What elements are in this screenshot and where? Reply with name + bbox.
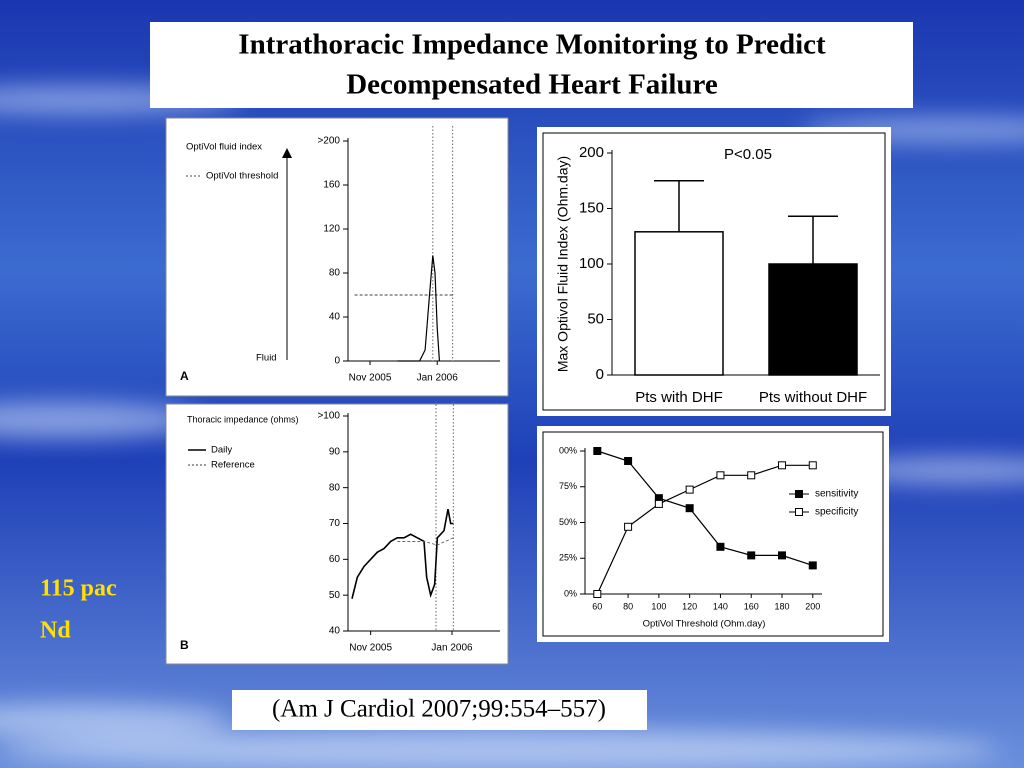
side-text: 115 pac <box>40 576 117 602</box>
citation: (Am J Cardiol 2007;99:554–557) <box>272 696 606 723</box>
label: OptiVol fluid index <box>186 142 262 153</box>
panel <box>165 403 509 665</box>
y-tick-label: 90 <box>329 446 341 457</box>
series-line <box>397 255 441 362</box>
point <box>654 499 663 508</box>
x-tick-label: 140 <box>713 601 728 611</box>
title-box <box>150 22 913 108</box>
point <box>685 504 694 513</box>
y-tick-label: 60 <box>329 554 341 565</box>
point <box>777 551 786 560</box>
point <box>808 461 817 470</box>
x-tick-label: 160 <box>744 601 759 611</box>
y-tick-label: 40 <box>329 626 341 637</box>
y-tick-label: 160 <box>323 180 340 191</box>
label: P<0.05 <box>724 146 772 163</box>
y-tick-label: 40 <box>329 312 341 323</box>
y-tick-label: 120 <box>323 224 340 235</box>
y-tick-label: 50% <box>559 517 577 527</box>
y-tick-label: >100 <box>317 411 340 422</box>
label: Daily <box>211 445 232 456</box>
y-tick-label: 100 <box>579 255 604 272</box>
y-tick-label: 50 <box>587 310 604 327</box>
y-tick-label: >200 <box>317 136 340 147</box>
label: OptiVol Threshold (Ohm.day) <box>643 619 766 630</box>
panel <box>537 426 889 642</box>
x-tick-label: Nov 2005 <box>349 373 392 384</box>
y-tick-label: 25% <box>559 553 577 563</box>
label: specificity <box>815 507 858 518</box>
arrow-head <box>282 148 292 158</box>
series-line <box>351 509 454 599</box>
x-tick-label: Nov 2005 <box>349 643 392 654</box>
x-tick-label: Jan 2006 <box>417 373 459 384</box>
label: OptiVol threshold <box>206 171 278 182</box>
point <box>808 561 817 570</box>
point <box>624 522 633 531</box>
label: Max Optivol Fluid Index (Ohm.day) <box>555 156 571 372</box>
label: Reference <box>211 460 255 471</box>
point <box>593 590 602 598</box>
bar <box>634 231 724 376</box>
side-text: Nd <box>40 618 71 644</box>
y-tick-label: 0 <box>596 366 604 383</box>
x-tick-label: 60 <box>592 601 602 611</box>
citation-box <box>232 690 647 730</box>
point <box>716 471 725 480</box>
panel-frame <box>542 431 884 637</box>
y-tick-label: 150 <box>579 199 604 216</box>
point <box>593 447 602 455</box>
point <box>777 461 786 470</box>
label: B <box>180 638 189 652</box>
series-line <box>596 464 813 595</box>
label: Fluid <box>256 353 277 364</box>
label: sensitivity <box>815 489 858 500</box>
point <box>624 457 633 466</box>
y-tick-label: 75% <box>559 481 577 491</box>
y-tick-label: 80 <box>329 482 341 493</box>
slide-title: Decompensated Heart Failure <box>346 69 718 101</box>
y-tick-label: 50 <box>329 590 341 601</box>
legend-marker <box>795 490 803 498</box>
point <box>747 551 756 560</box>
bar <box>768 263 858 376</box>
slide-title: Intrathoracic Impedance Monitoring to Pr… <box>238 29 826 61</box>
x-tick-label: 200 <box>805 601 820 611</box>
x-tick-label: 180 <box>774 601 789 611</box>
label: A <box>180 369 189 383</box>
y-tick-label: 0 <box>334 356 340 367</box>
y-tick-label: 0% <box>564 588 577 598</box>
panel-frame <box>542 132 886 411</box>
panel <box>165 117 509 397</box>
label: Thoracic impedance (ohms) <box>187 414 299 424</box>
x-tick-label: Pts with DHF <box>635 389 723 406</box>
point <box>685 485 694 494</box>
x-tick-label: 80 <box>623 601 633 611</box>
y-tick-label: 00% <box>559 445 577 455</box>
x-tick-label: 100 <box>651 601 666 611</box>
legend-marker <box>795 508 803 516</box>
point <box>716 542 725 551</box>
x-tick-label: Jan 2006 <box>431 643 473 654</box>
y-tick-label: 80 <box>329 268 341 279</box>
point <box>747 471 756 480</box>
series-line <box>597 450 813 566</box>
y-tick-label: 200 <box>579 144 604 161</box>
x-tick-label: Pts without DHF <box>759 389 867 406</box>
x-tick-label: 120 <box>682 601 697 611</box>
y-tick-label: 70 <box>329 518 341 529</box>
